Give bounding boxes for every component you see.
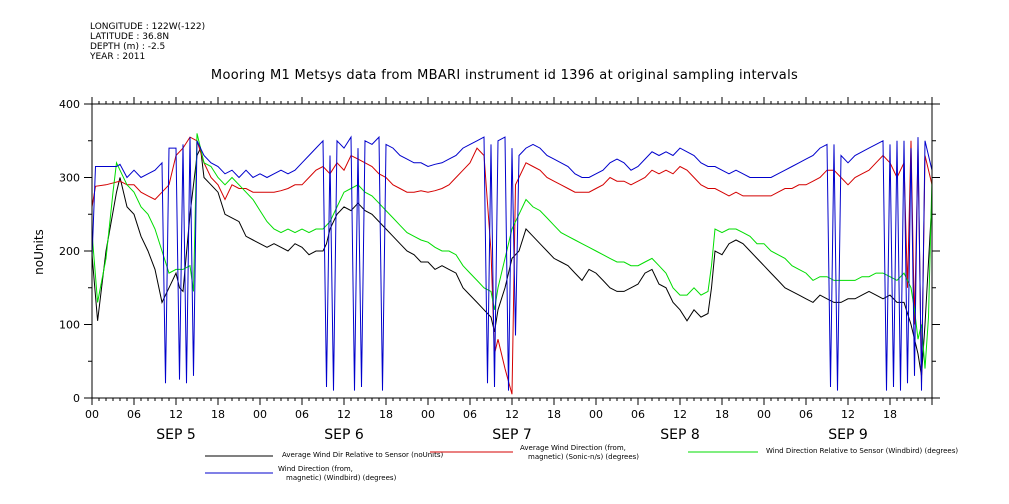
x-day-label: SEP 6 bbox=[324, 427, 364, 443]
x-tick-label: 06 bbox=[631, 408, 645, 421]
x-day-label: SEP 9 bbox=[828, 427, 868, 443]
series-line-1 bbox=[91, 146, 933, 376]
x-tick-label: 12 bbox=[841, 408, 855, 421]
metadata-block: LONGITUDE : 122W(-122) LATITUDE : 36.8N … bbox=[90, 22, 205, 62]
legend: Average Wind Dir Relative to Sensor (noU… bbox=[205, 444, 958, 482]
x-tick-label: 00 bbox=[757, 408, 771, 421]
x-tick-label: 00 bbox=[589, 408, 603, 421]
meta-latitude: LATITUDE : 36.8N bbox=[90, 32, 170, 42]
x-tick-label: 18 bbox=[379, 408, 393, 421]
x-tick-label: 00 bbox=[421, 408, 435, 421]
meta-longitude: LONGITUDE : 122W(-122) bbox=[90, 22, 206, 32]
x-tick-label: 12 bbox=[337, 408, 351, 421]
series-layer bbox=[91, 133, 933, 395]
x-tick-label: 00 bbox=[253, 408, 267, 421]
series-line-4 bbox=[91, 135, 933, 391]
x-tick-label: 00 bbox=[85, 408, 99, 421]
meta-depth: DEPTH (m) : -2.5 bbox=[90, 42, 166, 52]
x-tick-label: 12 bbox=[169, 408, 183, 421]
y-tick-label: 200 bbox=[59, 245, 80, 258]
y-tick-label: 300 bbox=[59, 172, 80, 185]
y-axis-label: noUnits bbox=[32, 229, 46, 275]
x-tick-label: 18 bbox=[211, 408, 225, 421]
x-tick-label: 12 bbox=[673, 408, 687, 421]
y-tick-label: 100 bbox=[59, 319, 80, 332]
x-day-label: SEP 8 bbox=[660, 427, 700, 443]
x-tick-label: 06 bbox=[295, 408, 309, 421]
meta-year: YEAR : 2011 bbox=[90, 52, 146, 62]
series-line-3 bbox=[91, 133, 933, 369]
x-tick-label: 18 bbox=[883, 408, 897, 421]
x-tick-label: 18 bbox=[715, 408, 729, 421]
legend-label-3: Wind Direction Relative to Sensor (Windb… bbox=[766, 447, 958, 455]
x-tick-label: 06 bbox=[463, 408, 477, 421]
y-tick-label: 400 bbox=[59, 98, 80, 111]
x-tick-label: 12 bbox=[505, 408, 519, 421]
x-tick-label: 06 bbox=[799, 408, 813, 421]
x-day-label: SEP 7 bbox=[492, 427, 532, 443]
x-tick-label: 06 bbox=[127, 408, 141, 421]
legend-label-2: Average Wind Direction (from, magnetic) (… bbox=[520, 444, 639, 461]
y-tick-label: 0 bbox=[73, 392, 80, 405]
legend-label-4: Wind Direction (from, magnetic) (Windbird… bbox=[278, 465, 397, 482]
chart-title: Mooring M1 Metsys data from MBARI instru… bbox=[210, 68, 799, 83]
x-tick-label: 18 bbox=[547, 408, 561, 421]
legend-label-1: Average Wind Dir Relative to Sensor (noU… bbox=[282, 451, 443, 459]
x-day-label: SEP 5 bbox=[156, 427, 196, 443]
axes-layer: 0 100 200 300 400 00 06 12 18 00 06 12 18 00 06 12 18 00 0… bbox=[59, 97, 940, 443]
